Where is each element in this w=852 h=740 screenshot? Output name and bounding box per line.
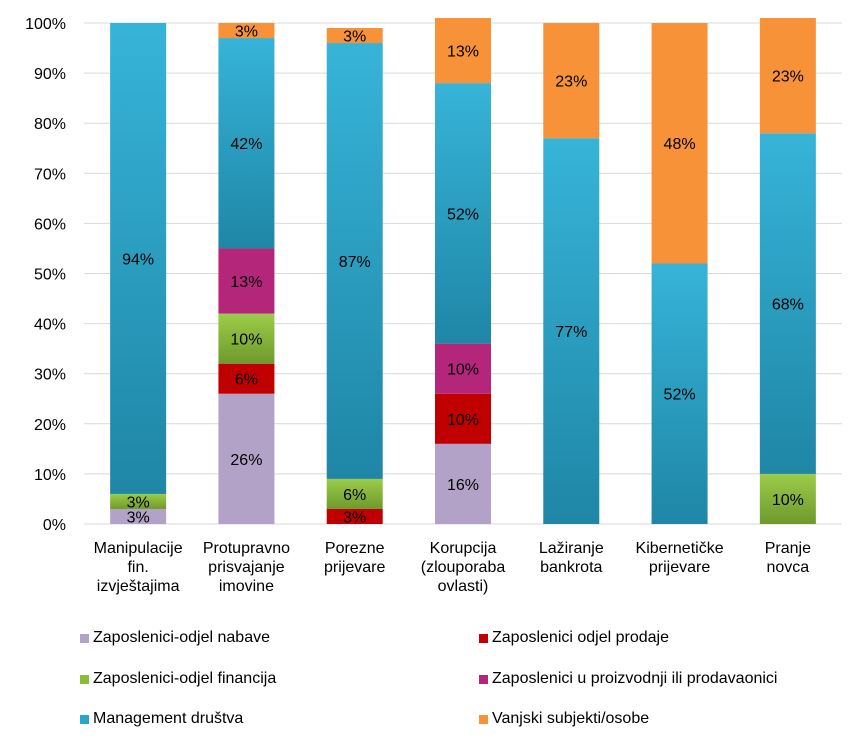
y-tick-label: 70% [34,166,66,183]
y-tick-label: 60% [34,216,66,233]
bar-segment [435,393,491,444]
data-label: 10% [230,332,262,349]
bar-segment [435,443,491,524]
x-tick-label: Porezne prijevare [324,540,385,576]
data-label: 3% [343,29,366,46]
y-tick-label: 100% [25,16,66,33]
data-label: 48% [664,136,696,153]
bar-segment [759,17,816,134]
bar-segment [651,263,708,524]
data-label: 23% [772,69,804,86]
x-axis-labels: Manipulacije fin. izvještajima Protupravno p… [94,540,811,595]
data-label: 77% [555,324,587,341]
bar-segment [543,23,600,139]
x-tick-label: Protupravno prisvajanje imovine [203,540,290,595]
x-tick-label: Lažiranje bankrota [539,540,604,576]
y-tick-label: 90% [34,66,66,83]
bar-segment [326,508,383,524]
bar-segment [218,23,275,39]
bar-segment [651,23,708,264]
bar-segment [218,248,275,314]
data-label: 87% [339,254,371,271]
x-tick-label: Pranje novca [765,540,811,576]
bar-segment [326,28,383,44]
data-label: 10% [447,362,479,379]
y-tick-label: 0% [43,517,66,534]
y-tick-label: 20% [34,417,66,434]
x-tick-label: Korupcija (zlouporaba ovlasti) [421,540,506,595]
data-label: 13% [447,44,479,61]
bar-segment [326,478,383,509]
bar-segment [435,83,491,344]
bar-segment [326,43,383,479]
data-label: 52% [447,206,479,223]
data-label: 6% [235,372,258,389]
bar-segment [543,138,600,525]
data-label: 3% [343,509,366,526]
data-label: 23% [555,74,587,91]
x-tick-label: Kibernetičke prijevare [636,540,724,576]
data-label: 13% [230,274,262,291]
y-tick-label: 40% [34,317,66,334]
data-label: 3% [235,24,258,41]
data-labels: 3%3%94%26%6%10%13%42%3%3%6%87%3%16%10%10… [122,24,804,527]
data-label: 68% [772,297,804,314]
y-tick-label: 50% [34,267,66,284]
data-label: 42% [230,136,262,153]
y-tick-label: 80% [34,116,66,133]
data-label: 16% [447,477,479,494]
bar-segment [435,343,491,394]
data-label: 10% [772,492,804,509]
data-label: 6% [343,487,366,504]
bar-segment [435,17,491,84]
bar-segment [110,23,167,494]
bar-segment [110,508,167,524]
bar-segment [218,38,275,249]
bar-segment [759,133,816,474]
y-tick-label: 10% [34,467,66,484]
bar-segment [759,473,816,524]
bar-segment [110,493,167,509]
bars [110,17,816,525]
bar-segment [218,313,275,364]
y-axis-labels: 0% 10% 20% 30% 40% 50% 60% 70% 80% 90% 100% [25,16,66,534]
data-label: 10% [447,412,479,429]
data-label: 3% [127,509,150,526]
data-label: 52% [664,387,696,404]
data-label: 26% [230,452,262,469]
bar-segment [218,393,275,524]
x-tick-label: Manipulacije fin. izvještajima [94,540,183,595]
bar-segment [218,363,275,394]
data-label: 94% [122,251,154,268]
data-label: 3% [127,494,150,511]
y-tick-label: 30% [34,367,66,384]
